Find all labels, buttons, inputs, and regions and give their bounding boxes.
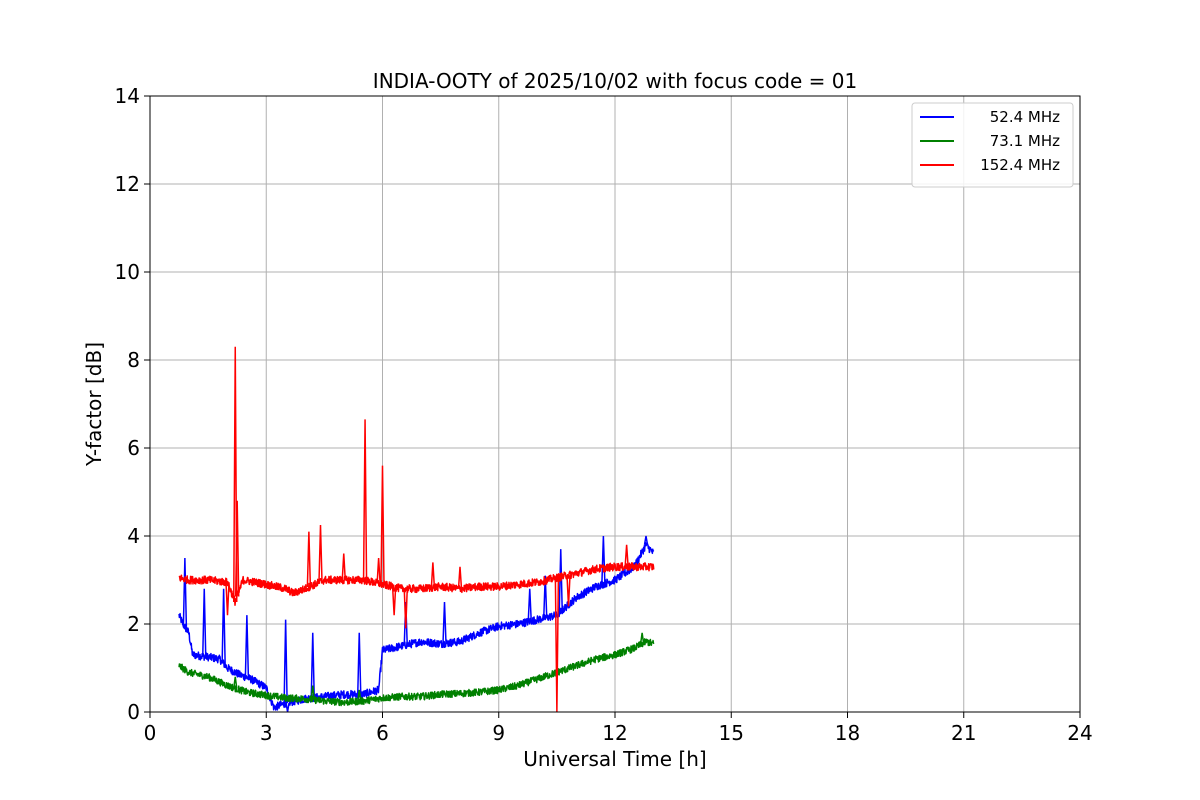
series-spike — [624, 544, 629, 567]
legend-label: 152.4 MHz — [980, 156, 1060, 174]
y-tick-label: 8 — [127, 348, 140, 372]
x-tick-label: 9 — [492, 721, 505, 745]
series-spike — [376, 557, 381, 584]
series-spike — [244, 615, 250, 678]
x-axis-title: Universal Time [h] — [523, 747, 706, 771]
series-spike — [403, 588, 408, 629]
series-spike — [442, 601, 447, 644]
series-spike — [643, 535, 649, 545]
series-layer — [178, 346, 655, 713]
y-tick-label: 14 — [115, 84, 140, 108]
y-tick-label: 2 — [127, 612, 140, 636]
x-tick-label: 6 — [376, 721, 389, 745]
series-spike — [310, 632, 315, 698]
series-line — [178, 541, 655, 711]
series-spike — [310, 685, 315, 700]
chart-title: INDIA-OOTY of 2025/10/02 with focus code… — [373, 69, 857, 93]
x-tick-label: 12 — [602, 721, 627, 745]
series-spike — [430, 562, 436, 588]
x-tick-label: 3 — [260, 721, 273, 745]
series-spike — [543, 575, 548, 618]
series-spike — [362, 419, 368, 581]
y-tick-label: 12 — [115, 172, 140, 196]
x-tick-label: 18 — [835, 721, 860, 745]
series-spike — [457, 566, 463, 589]
legend: 52.4 MHz 73.1 MHz 152.4 MHz — [911, 102, 1074, 188]
x-tick-label: 24 — [1067, 721, 1092, 745]
y-tick-label: 10 — [115, 260, 140, 284]
series-spike — [403, 601, 408, 646]
series-spike — [182, 557, 188, 627]
series-spike — [380, 465, 385, 585]
series-line — [178, 562, 655, 606]
y-axis-title: Y-factor [dB] — [82, 342, 106, 467]
series-spike — [558, 549, 563, 612]
series-73-1-mhz — [178, 632, 655, 707]
y-tick-label: 6 — [127, 436, 140, 460]
series-52-4-mhz — [178, 535, 655, 713]
x-tick-label: 21 — [951, 721, 976, 745]
series-spike — [341, 553, 346, 581]
series-spike — [357, 632, 362, 695]
series-spike — [225, 582, 230, 616]
series-line — [178, 638, 655, 707]
series-spike — [202, 588, 207, 657]
series-spike — [527, 588, 532, 622]
legend-label: 73.1 MHz — [990, 132, 1060, 150]
legend-label: 52.4 MHz — [990, 108, 1060, 126]
series-spike — [233, 676, 238, 689]
series-spike — [357, 689, 362, 702]
series-spike — [283, 619, 288, 704]
y-tick-label: 0 — [127, 700, 140, 724]
series-spike — [318, 524, 323, 582]
y-tick-label: 4 — [127, 524, 140, 548]
series-spike — [639, 632, 645, 644]
series-spike — [566, 575, 571, 607]
series-spike — [234, 500, 240, 597]
series-spike — [221, 588, 226, 664]
x-tick-label: 0 — [144, 721, 157, 745]
x-tick-label: 15 — [719, 721, 744, 745]
series-spike — [391, 587, 397, 616]
series-spike — [306, 531, 312, 588]
